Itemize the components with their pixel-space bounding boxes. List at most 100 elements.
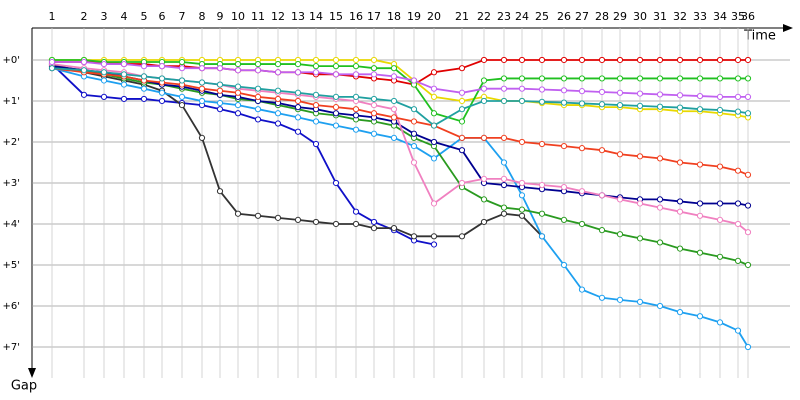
series-point (578, 100, 586, 107)
series-point (560, 183, 568, 191)
series-point (370, 101, 378, 109)
series-point (656, 56, 664, 64)
x-tick-label: 21 (455, 10, 469, 23)
series-point (676, 92, 684, 99)
series-point (140, 63, 148, 70)
series-point (410, 106, 418, 113)
series-point (656, 239, 664, 246)
series-point (598, 75, 606, 82)
series-point (716, 93, 724, 100)
series-point (294, 97, 302, 105)
series-point (578, 145, 586, 152)
series-point (560, 87, 568, 94)
series-point (734, 75, 742, 82)
series-point (734, 327, 742, 334)
series-point (578, 75, 586, 82)
series-point (216, 65, 224, 72)
series-point (716, 216, 724, 223)
series-point (656, 75, 664, 82)
series-point (480, 218, 488, 226)
x-tick-label: 26 (557, 10, 571, 23)
series-point (216, 106, 224, 113)
series-point (294, 216, 302, 223)
series-point (480, 196, 488, 203)
series-point (254, 67, 262, 74)
series-point (538, 140, 546, 148)
series-point (430, 110, 438, 117)
series-point (696, 92, 704, 100)
series-point (538, 98, 546, 105)
series-point (744, 75, 752, 82)
series-point (560, 56, 568, 64)
series-point (294, 114, 302, 121)
series-point (578, 286, 586, 293)
series-point (598, 101, 606, 108)
series-point (198, 85, 206, 92)
series-point (480, 77, 488, 84)
series-point (390, 73, 398, 80)
series-point (352, 93, 360, 100)
series-point (120, 60, 128, 68)
series-point (390, 224, 398, 232)
series-point (410, 77, 418, 84)
x-tick-label: 13 (291, 10, 305, 23)
series-point (390, 65, 398, 72)
x-tick-label: 29 (613, 10, 627, 23)
series-point (458, 233, 466, 240)
x-tick-label: 2 (81, 10, 88, 23)
series-point (158, 97, 166, 105)
series-point (676, 245, 684, 252)
y-tick-label: +6' (3, 301, 21, 312)
series-point (538, 210, 546, 217)
series-point (390, 134, 398, 141)
series-point (716, 200, 724, 207)
series-point (312, 63, 320, 70)
series-point (716, 319, 724, 326)
series-point (734, 257, 742, 264)
series-point (178, 58, 186, 66)
x-tick-label: 34 (713, 10, 727, 23)
series-point (332, 179, 340, 187)
series-point (560, 142, 568, 150)
series-point (518, 85, 526, 92)
series-point (696, 249, 704, 256)
series-point (234, 67, 242, 74)
series-point (430, 69, 438, 76)
series-point (578, 56, 586, 64)
series-line (52, 59, 749, 119)
series-point (578, 220, 586, 228)
series-point (636, 90, 644, 97)
x-tick-label: 24 (515, 10, 529, 23)
series-point (744, 110, 752, 117)
series-point (410, 159, 418, 166)
series-point (312, 101, 320, 109)
series-line (51, 65, 749, 207)
series-point (198, 134, 206, 141)
series-point (216, 99, 224, 107)
series-point (274, 87, 282, 94)
series-point (744, 202, 752, 209)
series-point (656, 196, 664, 203)
series-point (332, 56, 340, 64)
series-point (352, 112, 360, 119)
series-point (370, 218, 378, 226)
series-point (636, 298, 644, 305)
series-point (294, 60, 302, 68)
x-tick-label: 10 (231, 10, 245, 23)
series-point (458, 106, 466, 113)
series-point (598, 192, 606, 199)
series-point (458, 179, 466, 187)
series-point (744, 171, 752, 178)
x-tick-label: 5 (141, 10, 148, 23)
series-point (734, 200, 742, 207)
series-point (616, 101, 624, 109)
series-point (636, 56, 644, 64)
series-point (676, 198, 684, 205)
series-point (312, 91, 320, 98)
series-point (616, 231, 624, 238)
x-tick-label: 15 (329, 10, 343, 23)
series-point (274, 110, 282, 117)
series-point (518, 75, 526, 82)
series-point (538, 233, 546, 240)
series-point (560, 216, 568, 223)
